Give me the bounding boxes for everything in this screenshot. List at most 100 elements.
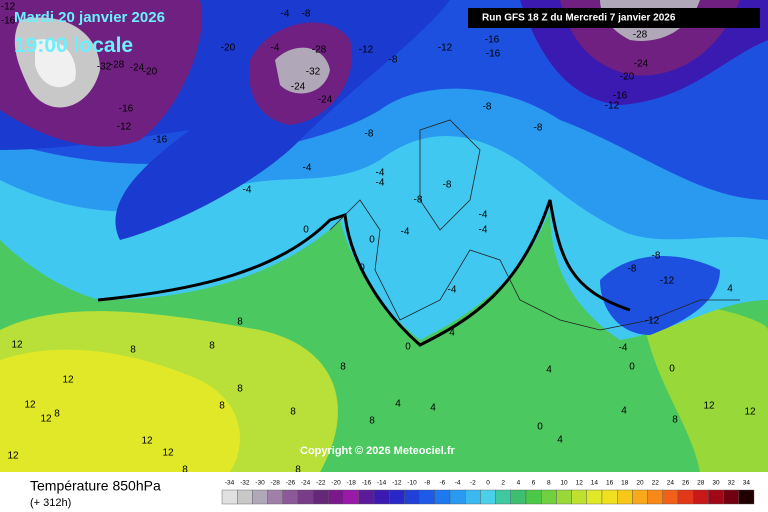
legend-swatch — [449, 489, 466, 505]
contour-label: 0 — [405, 342, 411, 353]
contour-label: 8 — [237, 317, 243, 328]
contour-label: -24 — [291, 82, 306, 93]
contour-label: -32 — [306, 67, 321, 78]
legend-swatch — [662, 489, 679, 505]
contour-label: -8 — [389, 55, 398, 66]
contour-label: 0 — [629, 362, 635, 373]
contour-label: -16 — [613, 91, 628, 102]
legend-label: -8 — [424, 480, 430, 487]
contour-label: -4 — [619, 343, 628, 354]
legend-swatch — [510, 489, 527, 505]
legend-swatch — [480, 489, 496, 505]
legend-label: 28 — [697, 480, 705, 487]
legend-label: -16 — [362, 480, 372, 487]
legend-label: -34 — [225, 480, 235, 487]
legend-label: 24 — [667, 480, 675, 487]
legend-swatch — [677, 489, 694, 505]
legend-swatch — [236, 489, 253, 505]
contour-label: 8 — [54, 409, 60, 420]
contour-label: 4 — [430, 403, 436, 414]
legend-label: -4 — [455, 480, 461, 487]
legend-label: -20 — [331, 480, 341, 487]
contour-label: -16 — [1, 16, 16, 27]
legend-label: -18 — [346, 480, 356, 487]
legend-label: 4 — [517, 480, 521, 487]
contour-label: -12 — [645, 316, 660, 327]
time: 19:00 locale — [14, 34, 133, 57]
contour-label: -12 — [359, 45, 374, 56]
legend-swatch — [525, 489, 542, 505]
contour-label: 0 — [359, 263, 365, 274]
contour-label: -16 — [119, 104, 134, 115]
contour-label: -8 — [483, 102, 492, 113]
contour-label: -12 — [660, 276, 675, 287]
legend-label: -24 — [301, 480, 311, 487]
legend-swatch — [601, 489, 618, 505]
legend-swatch — [541, 489, 557, 505]
legend-swatch — [328, 489, 344, 505]
contour-label: 12 — [62, 375, 74, 386]
legend-swatch — [708, 489, 724, 505]
contour-label: -32 — [97, 62, 112, 73]
legend-label: -14 — [377, 480, 387, 487]
map-background — [0, 0, 768, 472]
legend-label: 14 — [591, 480, 599, 487]
run-info: Run GFS 18 Z du Mercredi 7 janvier 2026 — [482, 13, 676, 24]
contour-label: 8 — [295, 465, 301, 476]
legend-swatch — [404, 489, 420, 505]
contour-label: -8 — [443, 180, 452, 191]
contour-label: 4 — [727, 284, 733, 295]
contour-label: 0 — [537, 422, 543, 433]
legend-swatch — [282, 489, 299, 505]
legend-swatch — [632, 489, 648, 505]
legend-swatch — [434, 489, 451, 505]
run-box — [468, 8, 760, 28]
contour-label: 12 — [7, 451, 19, 462]
contour-label: 8 — [182, 465, 188, 476]
legend-swatch — [419, 489, 436, 505]
contour-label: -20 — [620, 72, 635, 83]
legend-label: 6 — [532, 480, 536, 487]
legend-swatch — [647, 489, 663, 505]
date: Mardi 20 janvier 2026 — [14, 9, 165, 26]
legend-swatch — [495, 489, 512, 505]
legend-swatch — [221, 489, 238, 505]
contour-label: -28 — [633, 30, 648, 41]
legend-swatch — [617, 489, 633, 505]
legend-swatch — [556, 489, 572, 505]
contour-label: -4 — [479, 210, 488, 221]
contour-label: -4 — [401, 227, 410, 238]
legend: -34 -32 -30 -28 -26 -24 -22 -20 -18 -16 -14 -12 -10-… — [221, 480, 755, 505]
contour-label: -4 — [376, 168, 385, 179]
footer-lead: (+ 312h) — [30, 497, 71, 509]
contour-label: 12 — [162, 448, 174, 459]
contour-label: -24 — [130, 63, 145, 74]
contour-label: 8 — [209, 341, 215, 352]
legend-label: 30 — [712, 480, 720, 487]
contour-label: 12 — [141, 436, 153, 447]
contour-label: 8 — [290, 407, 296, 418]
contour-label: 0 — [369, 235, 375, 246]
contour-label: -8 — [302, 9, 311, 20]
contour-label: 0 — [669, 364, 675, 375]
legend-label: 26 — [682, 480, 690, 487]
contour-label: -28 — [110, 60, 125, 71]
contour-label: -8 — [534, 123, 543, 134]
copyright: Copyright © 2026 Meteociel.fr — [300, 445, 456, 457]
legend-swatch — [358, 489, 375, 505]
legend-label: -30 — [255, 480, 265, 487]
legend-label: -28 — [270, 480, 280, 487]
legend-swatch — [738, 489, 755, 505]
legend-label: -32 — [240, 480, 250, 487]
contour-label: -12 — [1, 2, 16, 13]
contour-label: -4 — [303, 163, 312, 174]
contour-label: -4 — [243, 185, 252, 196]
contour-labels: -12-16-32-28 -24-20-16-12-16-20 -4-4 -8-28-… — [1, 2, 756, 476]
contour-label: -20 — [143, 67, 158, 78]
legend-swatch — [586, 489, 603, 505]
legend-label: 0 — [486, 480, 490, 487]
contour-label: -8 — [628, 264, 637, 275]
contour-label: 8 — [369, 416, 375, 427]
contour-label: 12 — [703, 401, 715, 412]
